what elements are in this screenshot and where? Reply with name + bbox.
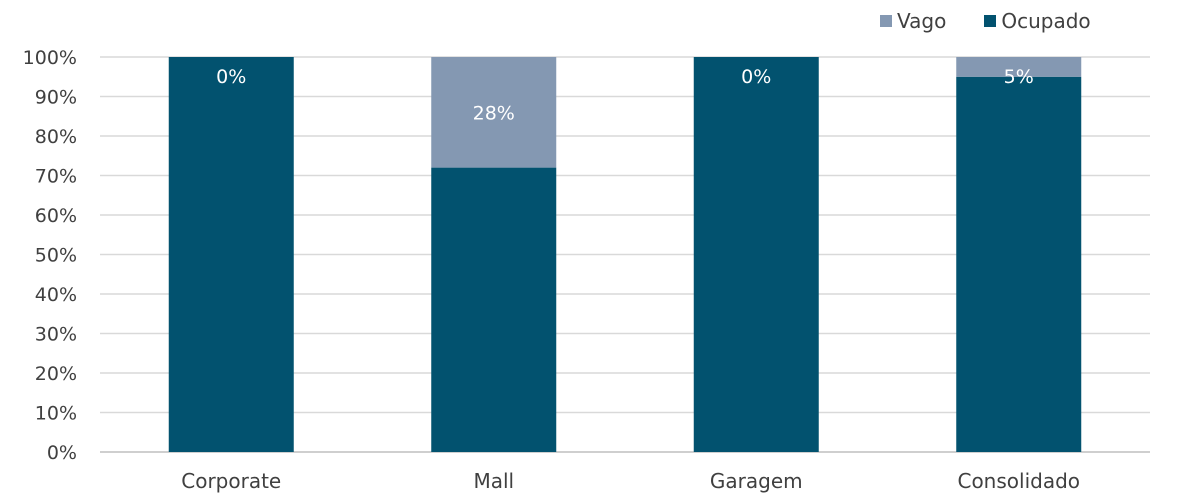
y-tick-label: 10%	[35, 403, 77, 425]
legend-label-ocupado: Ocupado	[1001, 9, 1091, 33]
y-tick-label: 0%	[47, 442, 77, 464]
y-tick-label: 70%	[35, 166, 77, 188]
bar-vago-mall	[431, 57, 557, 168]
y-tick-label: 30%	[35, 324, 77, 346]
y-tick-label: 20%	[35, 363, 77, 385]
y-tick-label: 100%	[23, 47, 77, 69]
y-tick-label: 90%	[35, 87, 77, 109]
bar-ocupado-corporate	[168, 57, 294, 452]
legend-swatch-vago	[880, 15, 892, 27]
bar-vago-consolidado	[956, 57, 1082, 77]
y-tick-label: 50%	[35, 245, 77, 267]
x-tick-label: Garagem	[710, 469, 803, 493]
bar-ocupado-garagem	[693, 57, 819, 452]
legend-item-vago: Vago	[880, 9, 946, 33]
legend-label-vago: Vago	[897, 9, 947, 33]
bar-ocupado-consolidado	[956, 76, 1082, 452]
data-label: 0%	[741, 66, 771, 88]
data-label: 5%	[1004, 66, 1034, 88]
y-tick-label: 60%	[35, 205, 77, 227]
data-label: 28%	[473, 102, 515, 124]
data-label: 0%	[216, 66, 246, 88]
chart-legend: Vago Ocupado	[880, 8, 1129, 34]
legend-item-ocupado: Ocupado	[984, 9, 1091, 33]
x-tick-label: Corporate	[181, 469, 281, 493]
x-tick-label: Consolidado	[957, 469, 1080, 493]
y-tick-label: 40%	[35, 284, 77, 306]
bar-ocupado-mall	[431, 167, 557, 452]
legend-swatch-ocupado	[984, 15, 997, 27]
x-tick-label: Mall	[473, 469, 514, 493]
y-tick-label: 80%	[35, 126, 77, 148]
